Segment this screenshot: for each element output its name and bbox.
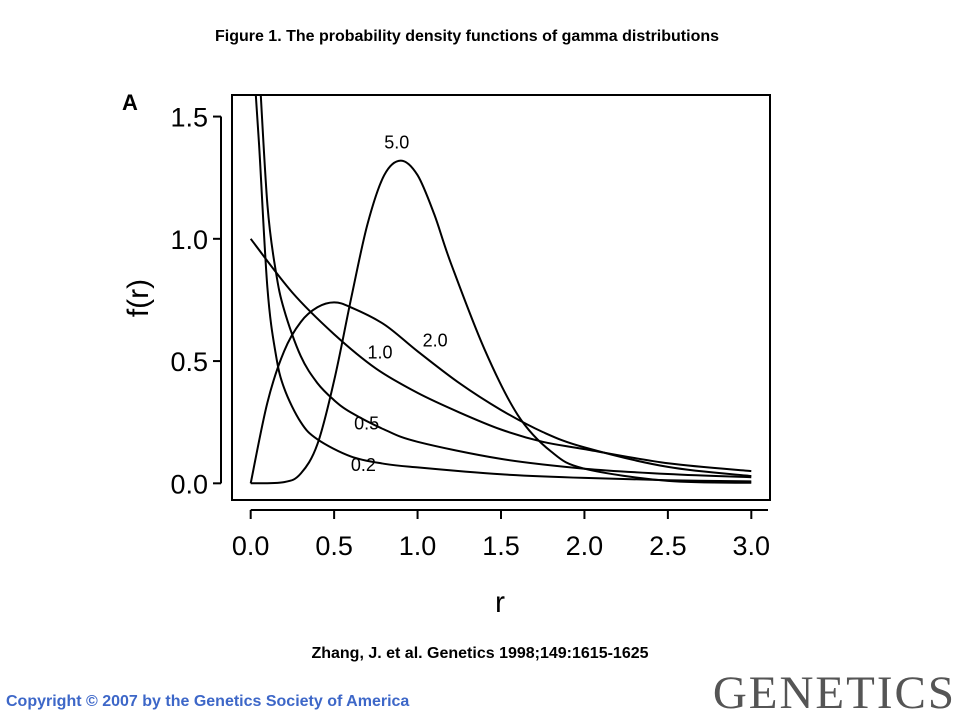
series-curve-1.0 — [249, 238, 752, 473]
series-label-5.0: 5.0 — [384, 132, 409, 152]
plot-frame — [231, 94, 771, 501]
y-axis: 0.0 0.5 1.0 1.5 — [170, 103, 222, 499]
x-tick-label: 1.0 — [399, 531, 437, 561]
y-tick-label: 0.5 — [170, 347, 208, 377]
series-label-2.0: 2.0 — [423, 330, 448, 350]
panel-label: A — [122, 90, 138, 115]
series-label-0.2: 0.2 — [351, 455, 376, 475]
series-labels: 0.2 0.5 1.0 2.0 5.0 — [351, 132, 448, 475]
series-curve-2.0 — [249, 301, 752, 484]
x-tick-label: 2.0 — [566, 531, 604, 561]
x-axis-title: r — [495, 586, 505, 619]
figure-title: Figure 1. The probability density functi… — [214, 28, 720, 45]
y-tick-label: 1.0 — [170, 225, 208, 255]
x-axis: 0.0 0.5 1.0 1.5 2.0 2.5 3.0 — [232, 509, 771, 561]
series-curve-0.5 — [259, 96, 752, 479]
series-curve-5.0 — [250, 159, 752, 485]
y-tick-label: 0.0 — [170, 469, 208, 499]
citation: Zhang, J. et al. Genetics 1998;149:1615-… — [311, 645, 649, 662]
y-tick-label: 1.5 — [170, 103, 208, 133]
y-axis-title: f(r) — [122, 279, 155, 317]
series-label-1.0: 1.0 — [368, 343, 393, 363]
x-tick-label: 0.5 — [315, 531, 353, 561]
copyright-notice: Copyright © 2007 by the Genetics Society… — [6, 693, 410, 710]
journal-logo: GENETICS — [712, 667, 956, 719]
series-curve-0.2 — [254, 96, 752, 483]
x-tick-label: 1.5 — [482, 531, 520, 561]
x-tick-label: 3.0 — [733, 531, 771, 561]
series-label-0.5: 0.5 — [354, 414, 379, 434]
x-tick-label: 2.5 — [649, 531, 687, 561]
x-tick-label: 0.0 — [232, 531, 270, 561]
series-curves — [249, 96, 752, 485]
